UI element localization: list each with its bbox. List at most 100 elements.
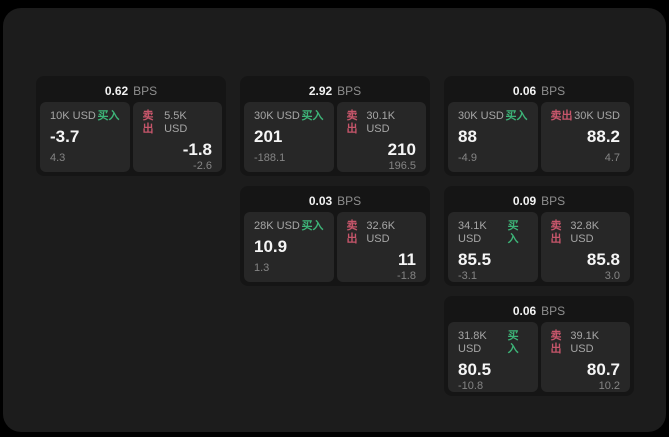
sell-tile-header: 卖出 5.5K USD: [143, 110, 213, 136]
bps-value: 2.92: [308, 84, 333, 98]
sell-price: -1.8: [182, 140, 212, 159]
bps-unit-label: BPS: [337, 194, 362, 208]
buy-delta: 1.3: [254, 262, 270, 274]
bps-header: 0.09 BPS: [448, 190, 630, 212]
sell-tile[interactable]: 卖出 32.8K USD 85.8 3.0: [540, 212, 630, 282]
quote-card: 2.92 BPS 30K USD 买入 201 -188.1 卖出 30.1K …: [240, 76, 430, 176]
buy-amount: 30K USD: [458, 110, 504, 122]
sell-tile[interactable]: 卖出 39.1K USD 80.7 10.2: [540, 322, 630, 392]
bps-value: 0.62: [104, 84, 129, 98]
bps-unit-label: BPS: [133, 84, 158, 98]
buy-delta: -4.9: [458, 152, 477, 164]
sell-side-label: 卖出: [550, 220, 562, 245]
sell-tile[interactable]: 卖出 30K USD 88.2 4.7: [540, 102, 630, 172]
bps-value: 0.09: [512, 194, 537, 208]
sell-delta: -1.8: [397, 270, 416, 282]
buy-price: 10.9: [254, 237, 288, 256]
buy-amount: 28K USD: [254, 220, 300, 232]
sell-tile-header: 卖出 32.8K USD: [551, 220, 621, 246]
sell-tile[interactable]: 卖出 32.6K USD 11 -1.8: [336, 212, 426, 282]
buy-side-label: 买入: [301, 220, 324, 232]
quote-card: 0.03 BPS 28K USD 买入 10.9 1.3 卖出 32.6K US…: [240, 186, 430, 286]
buy-tile-header: 30K USD 买入: [458, 110, 528, 123]
sell-side-label: 卖出: [142, 110, 154, 135]
quote-tiles: 34.1K USD 买入 85.5 -3.1 卖出 32.8K USD 85.8…: [448, 212, 630, 282]
sell-amount: 32.6K USD: [366, 220, 396, 245]
sell-tile-header: 卖出 39.1K USD: [551, 330, 621, 356]
bps-unit-label: BPS: [541, 84, 566, 98]
sell-amount: 30K USD: [574, 110, 620, 122]
buy-tile-header: 30K USD 买入: [254, 110, 324, 123]
sell-price: 88.2: [586, 127, 620, 146]
buy-tile[interactable]: 31.8K USD 买入 80.5 -10.8: [448, 322, 538, 392]
buy-delta: 4.3: [50, 152, 66, 164]
buy-price: 85.5: [458, 250, 492, 269]
sell-price: 80.7: [586, 360, 620, 379]
buy-side-label: 买入: [507, 220, 519, 245]
quote-card: 0.09 BPS 34.1K USD 买入 85.5 -3.1 卖出 32.8K…: [444, 186, 634, 286]
quote-tiles: 30K USD 买入 88 -4.9 卖出 30K USD 88.2 4.7: [448, 102, 630, 172]
buy-amount: 30K USD: [254, 110, 300, 122]
sell-tile-header: 卖出 32.6K USD: [347, 220, 417, 246]
quote-card: 0.62 BPS 10K USD 买入 -3.7 4.3 卖出 5.5K USD…: [36, 76, 226, 176]
buy-tile-header: 31.8K USD 买入: [458, 330, 528, 356]
sell-tile[interactable]: 卖出 30.1K USD 210 196.5: [336, 102, 426, 172]
bps-value: 0.06: [512, 304, 537, 318]
bps-unit-label: BPS: [541, 304, 566, 318]
buy-side-label: 买入: [301, 110, 324, 122]
buy-amount: 10K USD: [50, 110, 96, 122]
buy-side-label: 买入: [97, 110, 120, 122]
bps-unit-label: BPS: [337, 84, 362, 98]
quote-tiles: 28K USD 买入 10.9 1.3 卖出 32.6K USD 11 -1.8: [244, 212, 426, 282]
quote-card: 0.06 BPS 30K USD 买入 88 -4.9 卖出 30K USD 8…: [444, 76, 634, 176]
sell-price: 11: [398, 250, 416, 269]
bps-header: 0.06 BPS: [448, 300, 630, 322]
buy-side-label: 买入: [505, 110, 528, 122]
bps-unit-label: BPS: [541, 194, 566, 208]
buy-price: 88: [458, 127, 477, 146]
bps-value: 0.06: [512, 84, 537, 98]
quote-tiles: 10K USD 买入 -3.7 4.3 卖出 5.5K USD -1.8 -2.…: [40, 102, 222, 172]
buy-amount: 34.1K USD: [458, 220, 487, 245]
buy-price: 201: [254, 127, 283, 146]
bps-header: 0.03 BPS: [244, 190, 426, 212]
sell-delta: 10.2: [598, 380, 620, 392]
buy-tile[interactable]: 10K USD 买入 -3.7 4.3: [40, 102, 130, 172]
sell-tile[interactable]: 卖出 5.5K USD -1.8 -2.6: [132, 102, 222, 172]
sell-price: 210: [387, 140, 416, 159]
sell-tile-header: 卖出 30.1K USD: [347, 110, 417, 136]
bps-header: 0.62 BPS: [40, 80, 222, 102]
sell-delta: 3.0: [604, 270, 620, 282]
bps-header: 0.06 BPS: [448, 80, 630, 102]
sell-side-label: 卖出: [550, 330, 562, 355]
buy-side-label: 买入: [507, 330, 519, 355]
sell-delta: -2.6: [193, 160, 212, 172]
buy-tile[interactable]: 28K USD 买入 10.9 1.3: [244, 212, 334, 282]
quotes-panel: 0.62 BPS 10K USD 买入 -3.7 4.3 卖出 5.5K USD…: [3, 8, 666, 432]
buy-price: 80.5: [458, 360, 492, 379]
sell-delta: 196.5: [388, 160, 416, 172]
buy-price: -3.7: [50, 127, 80, 146]
buy-tile[interactable]: 30K USD 买入 88 -4.9: [448, 102, 538, 172]
buy-tile-header: 10K USD 买入: [50, 110, 120, 123]
quote-cards-grid: 0.62 BPS 10K USD 买入 -3.7 4.3 卖出 5.5K USD…: [36, 76, 634, 396]
buy-delta: -188.1: [254, 152, 286, 164]
buy-tile[interactable]: 30K USD 买入 201 -188.1: [244, 102, 334, 172]
bps-header: 2.92 BPS: [244, 80, 426, 102]
sell-side-label: 卖出: [346, 110, 358, 135]
quote-card: 0.06 BPS 31.8K USD 买入 80.5 -10.8 卖出 39.1…: [444, 296, 634, 396]
sell-amount: 30.1K USD: [366, 110, 396, 135]
buy-delta: -3.1: [458, 270, 477, 282]
bps-value: 0.03: [308, 194, 333, 208]
sell-side-label: 卖出: [346, 220, 358, 245]
sell-delta: 4.7: [604, 152, 620, 164]
quote-tiles: 30K USD 买入 201 -188.1 卖出 30.1K USD 210 1…: [244, 102, 426, 172]
buy-delta: -10.8: [458, 380, 484, 392]
sell-side-label: 卖出: [550, 110, 573, 122]
quote-tiles: 31.8K USD 买入 80.5 -10.8 卖出 39.1K USD 80.…: [448, 322, 630, 392]
sell-amount: 32.8K USD: [570, 220, 600, 245]
buy-amount: 31.8K USD: [458, 330, 487, 355]
sell-amount: 39.1K USD: [570, 330, 600, 355]
buy-tile[interactable]: 34.1K USD 买入 85.5 -3.1: [448, 212, 538, 282]
buy-tile-header: 34.1K USD 买入: [458, 220, 528, 246]
